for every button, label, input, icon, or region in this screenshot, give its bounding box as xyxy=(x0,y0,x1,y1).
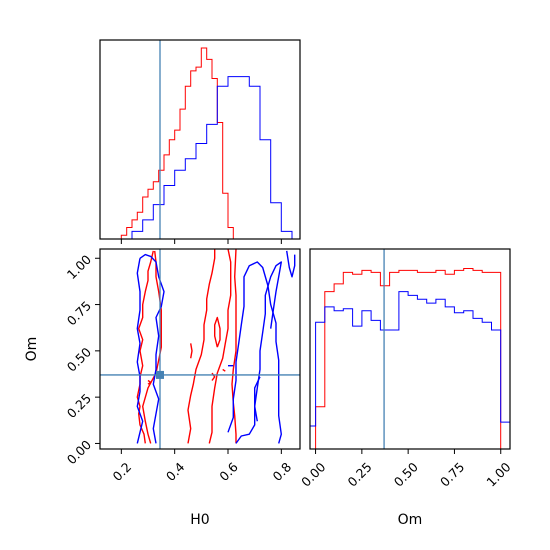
contour-red-4 xyxy=(231,249,237,444)
om-ytick-label: 0.25 xyxy=(64,391,94,421)
contour-blue-0 xyxy=(136,258,144,444)
h0-xtick-label: 0.8 xyxy=(270,459,295,484)
h0-hist-red-series xyxy=(120,47,239,239)
contour-red-0 xyxy=(136,250,154,444)
h0-xtick-label: 0.4 xyxy=(163,459,188,484)
om-hist-xtick-label: 0.75 xyxy=(437,459,467,489)
om-hist-xtick-label: 0.50 xyxy=(391,459,421,489)
h0-hist-blue-series xyxy=(131,76,293,239)
om-ytick-label: 0.00 xyxy=(64,437,94,467)
contour-red-7 xyxy=(222,368,226,372)
om-hist-red-series xyxy=(315,268,502,449)
h0-xtick-label: 0.6 xyxy=(216,459,241,484)
contour-red-9 xyxy=(211,372,216,381)
contour-blue-1 xyxy=(139,253,165,444)
truth-marker xyxy=(156,370,164,379)
h0-om-contour-panel: 0.2 0.4 0.6 0.8 0.00 0.25 0.50 0.75 1.00 xyxy=(64,248,301,484)
contour-blue-5 xyxy=(286,250,296,278)
contour-blue-3 xyxy=(227,261,282,444)
om-hist-blue-series xyxy=(310,291,510,449)
om-hist-xtick-label: 0.25 xyxy=(344,459,374,489)
om-hist-xtick-label: 0.00 xyxy=(298,459,328,489)
contour-red-6 xyxy=(147,379,152,385)
h0-histogram-frame xyxy=(99,39,301,240)
x-axis-label-om: Om xyxy=(398,512,423,528)
contour-red-5 xyxy=(214,316,221,348)
x-axis-label-h0: H0 xyxy=(190,512,209,528)
om-histogram-panel: 0.00 0.25 0.50 0.75 1.00 xyxy=(298,248,514,490)
contour-red-8 xyxy=(190,343,193,359)
h0-om-contour-frame xyxy=(99,248,301,450)
contour-red-1 xyxy=(142,250,162,444)
h0-xtick-label: 0.2 xyxy=(110,459,135,484)
contour-blue-4 xyxy=(254,376,261,422)
om-histogram-frame xyxy=(309,248,511,450)
contour-blue-2 xyxy=(235,261,282,444)
om-hist-xtick-label: 1.00 xyxy=(483,459,513,489)
y-axis-label-om: Om xyxy=(24,337,40,362)
om-ytick-label: 0.50 xyxy=(64,344,94,374)
h0-histogram-panel xyxy=(99,39,301,244)
contour-red-2 xyxy=(187,249,216,444)
contour-red-3 xyxy=(208,249,232,444)
om-ytick-label: 0.75 xyxy=(64,298,94,328)
om-ytick-label: 1.00 xyxy=(64,252,94,282)
